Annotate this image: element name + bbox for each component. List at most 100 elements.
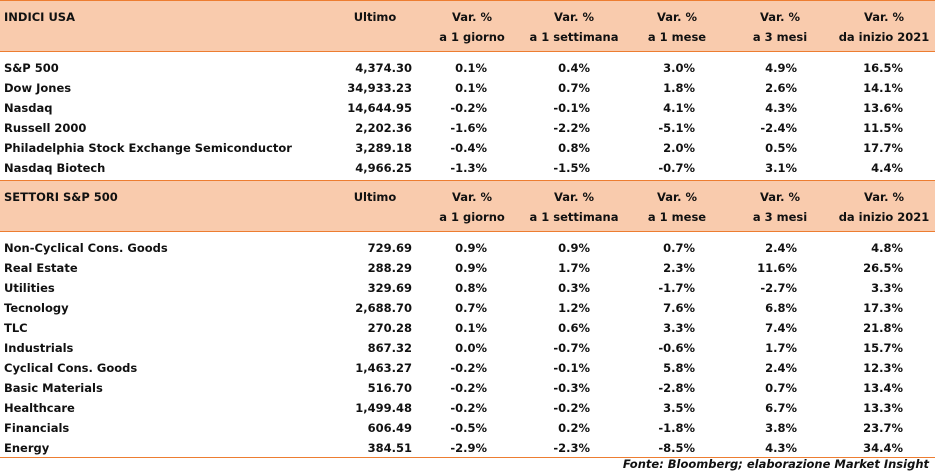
column-header: a 1 settimana bbox=[529, 210, 619, 224]
cell: 3.0% bbox=[663, 61, 695, 75]
cell: -0.6% bbox=[658, 341, 695, 355]
cell: 14,644.95 bbox=[347, 101, 412, 115]
rule bbox=[0, 0, 935, 1]
cell: 23.7% bbox=[863, 421, 903, 435]
column-header: a 1 giorno bbox=[439, 210, 505, 224]
cell: 4.9% bbox=[765, 61, 797, 75]
cell: -0.2% bbox=[450, 101, 487, 115]
column-header: Ultimo bbox=[353, 190, 397, 204]
cell: 13.6% bbox=[863, 101, 903, 115]
cell: 7.6% bbox=[663, 301, 695, 315]
column-header: a 3 mesi bbox=[752, 30, 808, 44]
row-label: Financials bbox=[4, 421, 70, 435]
row-label: S&P 500 bbox=[4, 61, 59, 75]
cell: 5.8% bbox=[663, 361, 695, 375]
section-title: SETTORI S&P 500 bbox=[4, 190, 118, 204]
rule bbox=[0, 51, 935, 52]
cell: -0.2% bbox=[553, 401, 590, 415]
row-label: Philadelphia Stock Exchange Semiconducto… bbox=[4, 141, 292, 155]
rule bbox=[0, 231, 935, 232]
cell: 0.4% bbox=[558, 61, 590, 75]
cell: -2.2% bbox=[553, 121, 590, 135]
cell: 15.7% bbox=[863, 341, 903, 355]
cell: -0.2% bbox=[450, 401, 487, 415]
cell: 0.7% bbox=[558, 81, 590, 95]
cell: 0.1% bbox=[455, 61, 487, 75]
cell: 1.7% bbox=[765, 341, 797, 355]
cell: 0.2% bbox=[558, 421, 590, 435]
column-header: Var. % bbox=[657, 10, 697, 24]
cell: 34,933.23 bbox=[347, 81, 412, 95]
cell: 12.3% bbox=[863, 361, 903, 375]
cell: 0.1% bbox=[455, 81, 487, 95]
cell: 3.5% bbox=[663, 401, 695, 415]
column-header: Var. % bbox=[657, 190, 697, 204]
column-header: a 3 mesi bbox=[752, 210, 808, 224]
cell: 0.8% bbox=[558, 141, 590, 155]
cell: 0.6% bbox=[558, 321, 590, 335]
cell: 11.5% bbox=[863, 121, 903, 135]
cell: 6.7% bbox=[765, 401, 797, 415]
cell: 13.4% bbox=[863, 381, 903, 395]
column-header: Var. % bbox=[452, 10, 492, 24]
cell: 0.3% bbox=[558, 281, 590, 295]
cell: 3.8% bbox=[765, 421, 797, 435]
column-header: Var. % bbox=[760, 190, 800, 204]
cell: 0.0% bbox=[455, 341, 487, 355]
cell: -1.3% bbox=[450, 161, 487, 175]
cell: 21.8% bbox=[863, 321, 903, 335]
column-header: Ultimo bbox=[353, 10, 397, 24]
cell: 3.1% bbox=[765, 161, 797, 175]
row-label: Cyclical Cons. Goods bbox=[4, 361, 138, 375]
row-label: Dow Jones bbox=[4, 81, 72, 95]
row-label: Nasdaq bbox=[4, 101, 53, 115]
cell: 4,966.25 bbox=[355, 161, 412, 175]
column-header: Var. % bbox=[554, 10, 594, 24]
cell: -1.7% bbox=[658, 281, 695, 295]
header-band bbox=[0, 0, 935, 51]
row-label: Energy bbox=[4, 441, 50, 455]
cell: -2.7% bbox=[760, 281, 797, 295]
row-label: Non-Cyclical Cons. Goods bbox=[4, 241, 168, 255]
cell: 26.5% bbox=[863, 261, 903, 275]
cell: 1,463.27 bbox=[355, 361, 412, 375]
cell: 329.69 bbox=[367, 281, 412, 295]
cell: 7.4% bbox=[765, 321, 797, 335]
cell: 4.4% bbox=[871, 161, 903, 175]
cell: 0.8% bbox=[455, 281, 487, 295]
cell: 516.70 bbox=[367, 381, 412, 395]
cell: 0.9% bbox=[558, 241, 590, 255]
cell: 270.28 bbox=[367, 321, 412, 335]
row-label: Industrials bbox=[4, 341, 74, 355]
cell: 867.32 bbox=[367, 341, 412, 355]
cell: 6.8% bbox=[765, 301, 797, 315]
cell: 4.3% bbox=[765, 441, 797, 455]
cell: 0.9% bbox=[455, 241, 487, 255]
cell: -2.4% bbox=[760, 121, 797, 135]
cell: -0.2% bbox=[450, 381, 487, 395]
cell: -1.8% bbox=[658, 421, 695, 435]
row-label: Tecnology bbox=[4, 301, 69, 315]
row-label: Utilities bbox=[4, 281, 55, 295]
cell: 13.3% bbox=[863, 401, 903, 415]
cell: -2.9% bbox=[450, 441, 487, 455]
cell: -1.5% bbox=[553, 161, 590, 175]
column-header: Var. % bbox=[864, 10, 904, 24]
cell: -5.1% bbox=[658, 121, 695, 135]
cell: 2.4% bbox=[765, 361, 797, 375]
row-label: Basic Materials bbox=[4, 381, 103, 395]
cell: -0.7% bbox=[658, 161, 695, 175]
cell: 0.1% bbox=[455, 321, 487, 335]
cell: -0.1% bbox=[553, 101, 590, 115]
cell: 2,688.70 bbox=[355, 301, 412, 315]
cell: 3.3% bbox=[871, 281, 903, 295]
rule bbox=[0, 457, 935, 458]
column-header: Var. % bbox=[452, 190, 492, 204]
cell: 2.4% bbox=[765, 241, 797, 255]
cell: -0.1% bbox=[553, 361, 590, 375]
column-header: a 1 settimana bbox=[529, 30, 619, 44]
cell: 0.7% bbox=[663, 241, 695, 255]
cell: 11.6% bbox=[757, 261, 797, 275]
cell: 2.0% bbox=[663, 141, 695, 155]
